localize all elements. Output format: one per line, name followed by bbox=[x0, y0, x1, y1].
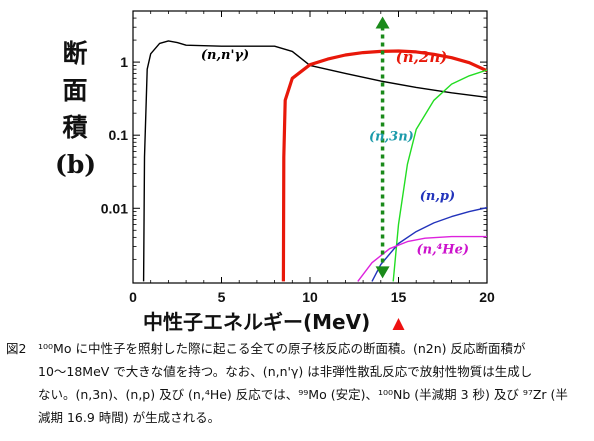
series-annotation: (n,3n) bbox=[369, 129, 414, 144]
caption-line-2: 10〜18MeV で大きな値を持つ。なお、(n,n'γ) は非弾性散乱反応で放射… bbox=[38, 364, 533, 379]
caption-line-3: ない。(n,3n)、(n,p) 及び (n,⁴He) 反応では、⁹⁹Mo (安定… bbox=[38, 387, 568, 402]
y-tick-label: 0.1 bbox=[109, 127, 129, 143]
series-annotation: (n,⁴He) bbox=[416, 243, 469, 258]
energy-range-arrowhead-top bbox=[375, 16, 390, 29]
y-axis-label: 断 面 積 (b) bbox=[55, 35, 97, 183]
x-tick-label: 15 bbox=[391, 289, 407, 305]
series-line bbox=[142, 40, 487, 282]
y-axis-label-line: 面 bbox=[62, 76, 88, 105]
y-tick-label: 0.01 bbox=[101, 200, 128, 216]
series-annotation: (n,n'γ) bbox=[201, 48, 249, 63]
series-line bbox=[357, 235, 487, 282]
cross-section-figure: 断 面 積 (b) 0 5 10 15 20 1 0.1 0.01 (n,n'γ) (n,2n) (… bbox=[55, 10, 495, 334]
series-line bbox=[392, 69, 487, 282]
x-tick-label: 20 bbox=[479, 289, 495, 305]
y-axis-label-line: (b) bbox=[55, 150, 97, 179]
x-tick-label: 0 bbox=[129, 289, 137, 305]
plot-area: 0 5 10 15 20 1 0.1 0.01 (n,n'γ) (n,2n) (n,3n) (n,p)… bbox=[101, 10, 495, 330]
x-tick-label: 10 bbox=[302, 289, 318, 305]
energy-marker-triangle bbox=[392, 318, 405, 330]
y-axis-label-line: 積 bbox=[62, 113, 88, 142]
caption-line-4: 減期 16.9 時間) が生成される。 bbox=[38, 410, 221, 425]
caption-line-1: 図2 ¹⁰⁰Mo に中性子を照射した際に起こる全ての原子核反応の断面積。(n2n)… bbox=[6, 337, 590, 360]
series-annotation: (n,p) bbox=[420, 189, 455, 204]
y-axis-label-line: 断 bbox=[62, 39, 88, 68]
x-tick-label: 5 bbox=[218, 289, 226, 305]
energy-range-arrowhead-bottom bbox=[375, 266, 390, 279]
y-tick-label: 1 bbox=[120, 54, 128, 70]
series-annotation: (n,2n) bbox=[396, 48, 448, 66]
figure-caption: 図2 ¹⁰⁰Mo に中性子を照射した際に起こる全ての原子核反応の断面積。(n2n)… bbox=[6, 337, 590, 429]
figure-id: 図2 bbox=[6, 341, 27, 356]
series-line bbox=[281, 49, 487, 282]
caption-text-1: ¹⁰⁰Mo に中性子を照射した際に起こる全ての原子核反応の断面積。(n2n) 反… bbox=[38, 341, 526, 356]
x-axis-label: 中性子エネルギー(MeV) bbox=[143, 310, 371, 334]
